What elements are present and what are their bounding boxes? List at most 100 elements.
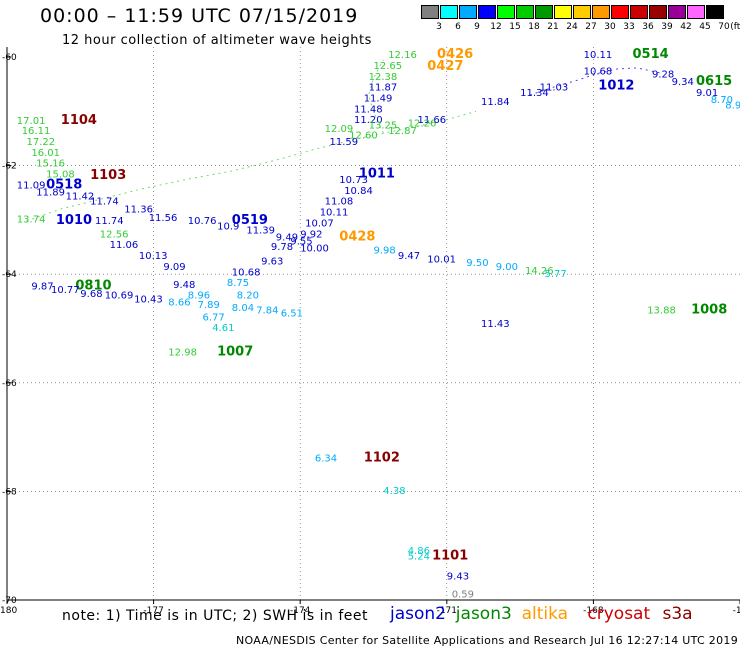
wave-height-label: 10.11	[584, 50, 613, 61]
legend-value: 39	[661, 22, 673, 32]
wave-height-label: 6.51	[281, 309, 303, 320]
legend-value: 6	[455, 22, 461, 32]
y-tick-label: -60	[2, 53, 17, 63]
wave-height-label: 6.77	[203, 312, 225, 323]
x-tick-label: -174	[290, 606, 311, 616]
satellite-tracks	[26, 59, 662, 222]
wave-height-label: 7.89	[198, 300, 220, 311]
legend-swatch	[535, 5, 553, 19]
wave-height-label: 12.09	[325, 124, 354, 135]
mission-s3a: s3a	[662, 604, 693, 624]
wave-height-label: 8.96	[188, 291, 210, 302]
wave-height-label: 9.50	[466, 258, 488, 269]
legend-swatch	[459, 5, 477, 19]
wave-height-label: 9.09	[163, 262, 185, 273]
longitude-axis: -180 -177 -174 -171 -168 -16	[0, 600, 740, 616]
legend-swatch	[573, 5, 591, 19]
wave-height-label: 10.84	[344, 186, 373, 197]
pass-time-label: 0518	[46, 177, 82, 192]
wave-height-label: 16.01	[31, 148, 60, 159]
wave-height-label: 11.36	[124, 204, 153, 215]
wave-height-label: 11.56	[149, 213, 178, 224]
legend-swatch	[630, 5, 648, 19]
wave-height-label: 15.08	[46, 170, 75, 181]
wave-height-label: 11.87	[369, 83, 398, 94]
credit-line: NOAA/NESDIS Center for Satellite Applica…	[236, 634, 738, 647]
wave-height-label: 10.73	[339, 175, 368, 186]
mission-altika: altika	[521, 604, 569, 624]
wave-height-label: 10.76	[188, 216, 217, 227]
wave-height-label: 12.16	[388, 50, 417, 61]
wave-height-label: 9.43	[447, 571, 469, 582]
legend-value: 15	[509, 22, 521, 32]
wave-height-label: 12.87	[388, 126, 417, 137]
legend-swatch	[611, 5, 629, 19]
legend-swatch	[706, 5, 724, 19]
wave-height-label: 9.68	[80, 289, 102, 300]
pass-time-label: 0514	[633, 47, 669, 62]
wave-height-label: 11.08	[325, 197, 354, 208]
wave-height-label: 9.34	[672, 77, 694, 88]
wave-height-label: 9.87	[31, 281, 53, 292]
wave-height-label: 11.89	[36, 188, 65, 199]
legend-value: 12	[490, 22, 502, 32]
wave-height-label: 10.01	[427, 254, 456, 265]
legend-value: 30	[604, 22, 616, 32]
pass-time-label: 1102	[364, 451, 400, 466]
legend-value: 42	[680, 22, 692, 32]
wave-height-label: 12.38	[369, 72, 398, 83]
wave-height-label: 11.84	[481, 97, 510, 108]
x-tick-label: -177	[143, 606, 163, 616]
pass-time-label: 1007	[217, 345, 253, 360]
pass-time-label: 0519	[232, 213, 268, 228]
wave-height-label: 9.48	[173, 280, 195, 291]
wave-height-label: 4.38	[383, 486, 405, 497]
map-frame	[6, 47, 740, 601]
wave-height-label: 6.34	[315, 454, 337, 465]
footnote: note: 1) Time is in UTC; 2) SWH is in fe…	[62, 608, 369, 624]
wave-height-label: 11.59	[330, 137, 359, 148]
wave-height-label: 8.04	[232, 303, 254, 314]
legend-swatch	[421, 5, 439, 19]
track-line	[26, 110, 477, 222]
wave-height-label: 11.39	[246, 226, 275, 237]
legend-unit: (ft)	[730, 22, 740, 32]
wave-height-label: 9.28	[652, 70, 674, 81]
wave-height-label: 11.06	[110, 240, 139, 251]
pass-time-label: 1011	[359, 167, 395, 182]
pass-time-label: 0615	[696, 74, 732, 89]
legend-value: 33	[623, 22, 635, 32]
wave-height-label: 10.77	[51, 285, 80, 296]
legend-swatch	[687, 5, 705, 19]
mission-cryosat: cryosat	[587, 604, 651, 624]
legend-swatch	[649, 5, 667, 19]
legend-swatch	[668, 5, 686, 19]
wave-height-label: 7.84	[256, 305, 278, 316]
wave-height-label: 11.09	[17, 180, 46, 191]
pass-time-label: 0426	[437, 47, 473, 62]
pass-time-label: 1010	[56, 213, 92, 228]
x-tick-label: -168	[583, 606, 604, 616]
wave-height-label: 11.49	[364, 94, 393, 105]
wave-height-label: 9.49	[276, 233, 298, 244]
legend-swatch	[516, 5, 534, 19]
x-tick-label: -171	[437, 606, 457, 616]
wave-height-label: 9.63	[261, 256, 283, 267]
wave-height-label: 0.59	[452, 589, 474, 600]
wave-height-label: 11.66	[418, 115, 447, 126]
wave-height-label: 10.43	[134, 294, 163, 305]
wave-height-label: 12.56	[100, 229, 129, 240]
legend-swatch	[440, 5, 458, 19]
wave-height-label: 11.03	[540, 83, 569, 94]
wave-height-label: 9.98	[374, 246, 396, 257]
y-tick-label: -64	[2, 270, 17, 280]
wave-height-label: 9.78	[271, 242, 293, 253]
wave-height-label: 10.69	[105, 291, 134, 302]
legend-value: 21	[547, 22, 559, 32]
wave-height-label: 11.74	[95, 216, 124, 227]
wave-height-label: 9.47	[398, 251, 420, 262]
wave-height-label: 8.70	[711, 95, 733, 106]
wave-height-label: 15.16	[36, 159, 65, 170]
wave-height-label: 11.34	[520, 88, 549, 99]
